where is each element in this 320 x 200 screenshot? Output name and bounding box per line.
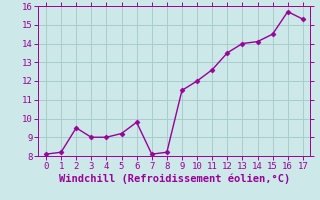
X-axis label: Windchill (Refroidissement éolien,°C): Windchill (Refroidissement éolien,°C)	[59, 173, 290, 184]
